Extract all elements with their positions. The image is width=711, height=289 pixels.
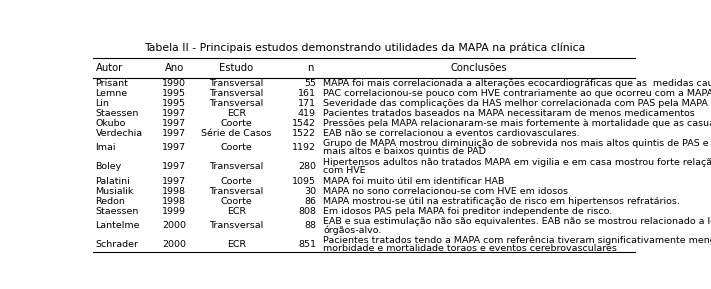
Text: Tabela II - Principais estudos demonstrando utilidades da MAPA na prática clínic: Tabela II - Principais estudos demonstra…: [144, 42, 585, 53]
Text: mais altos e baixos quintis de PAD: mais altos e baixos quintis de PAD: [323, 147, 486, 156]
Text: 1997: 1997: [162, 143, 186, 152]
Text: 55: 55: [304, 79, 316, 88]
Text: Transversal: Transversal: [210, 186, 264, 196]
Text: 1997: 1997: [162, 162, 186, 171]
Text: órgãos-alvo.: órgãos-alvo.: [323, 225, 381, 234]
Text: ECR: ECR: [227, 240, 246, 249]
Text: 1997: 1997: [162, 109, 186, 118]
Text: MAPA no sono correlacionou-se com HVE em idosos: MAPA no sono correlacionou-se com HVE em…: [323, 186, 568, 196]
Text: EAB e sua estimulação não são equivalentes. EAB não se mostrou relacionado a les: EAB e sua estimulação não são equivalent…: [323, 217, 711, 226]
Text: Conclusões: Conclusões: [451, 63, 508, 73]
Text: Pacientes tratados tendo a MAPA com referência tiveram significativamente menos: Pacientes tratados tendo a MAPA com refe…: [323, 236, 711, 245]
Text: Transversal: Transversal: [210, 89, 264, 98]
Text: Estudo: Estudo: [220, 63, 254, 73]
Text: 1990: 1990: [162, 79, 186, 88]
Text: PAC correlacionou-se pouco com HVE contrariamente ao que ocorreu com a MAPA: PAC correlacionou-se pouco com HVE contr…: [323, 89, 711, 98]
Text: 1999: 1999: [162, 207, 186, 216]
Text: Coorte: Coorte: [220, 177, 252, 186]
Text: Série de Casos: Série de Casos: [201, 129, 272, 138]
Text: Lantelme: Lantelme: [95, 221, 140, 230]
Text: Transversal: Transversal: [210, 162, 264, 171]
Text: n: n: [307, 63, 314, 73]
Text: Pressões pela MAPA relacionaram-se mais fortemente à mortalidade que as casuais.: Pressões pela MAPA relacionaram-se mais …: [323, 118, 711, 128]
Text: Prisant: Prisant: [95, 79, 129, 88]
Text: 1192: 1192: [292, 143, 316, 152]
Text: 86: 86: [304, 197, 316, 205]
Text: 851: 851: [298, 240, 316, 249]
Text: 88: 88: [304, 221, 316, 230]
Text: 1995: 1995: [162, 89, 186, 98]
Text: 1542: 1542: [292, 118, 316, 128]
Text: 419: 419: [298, 109, 316, 118]
Text: 171: 171: [298, 99, 316, 108]
Text: com HVE: com HVE: [323, 166, 365, 175]
Text: 2000: 2000: [162, 240, 186, 249]
Text: 1095: 1095: [292, 177, 316, 186]
Text: Verdechia: Verdechia: [95, 129, 143, 138]
Text: 280: 280: [298, 162, 316, 171]
Text: 1997: 1997: [162, 118, 186, 128]
Text: Transversal: Transversal: [210, 221, 264, 230]
Text: Coorte: Coorte: [220, 143, 252, 152]
Text: Ano: Ano: [165, 63, 184, 73]
Text: Boley: Boley: [95, 162, 122, 171]
Text: Okubo: Okubo: [95, 118, 126, 128]
Text: Em idosos PAS pela MAPA foi preditor independente de risco.: Em idosos PAS pela MAPA foi preditor ind…: [323, 207, 612, 216]
Text: Grupo de MAPA mostrou diminuição de sobrevida nos mais altos quintis de PAS e: Grupo de MAPA mostrou diminuição de sobr…: [323, 139, 709, 148]
Text: Coorte: Coorte: [220, 118, 252, 128]
Text: 1995: 1995: [162, 99, 186, 108]
Text: 161: 161: [298, 89, 316, 98]
Text: Staessen: Staessen: [95, 109, 139, 118]
Text: 1997: 1997: [162, 177, 186, 186]
Text: Hipertensos adultos não tratados MAPA em vigilia e em casa mostrou forte relação: Hipertensos adultos não tratados MAPA em…: [323, 158, 711, 167]
Text: Musialik: Musialik: [95, 186, 134, 196]
Text: Autor: Autor: [95, 63, 123, 73]
Text: Palatini: Palatini: [95, 177, 130, 186]
Text: EAB não se correlacionou a eventos cardiovasculares.: EAB não se correlacionou a eventos cardi…: [323, 129, 579, 138]
Text: Redon: Redon: [95, 197, 125, 205]
Text: 30: 30: [304, 186, 316, 196]
Text: MAPA foi muito útil em identificar HAB: MAPA foi muito útil em identificar HAB: [323, 177, 504, 186]
Text: 1998: 1998: [162, 186, 186, 196]
Text: Transversal: Transversal: [210, 79, 264, 88]
Text: 1997: 1997: [162, 129, 186, 138]
Text: ECR: ECR: [227, 109, 246, 118]
Text: 2000: 2000: [162, 221, 186, 230]
Text: Transversal: Transversal: [210, 99, 264, 108]
Text: 1998: 1998: [162, 197, 186, 205]
Text: MAPA mostrou-se útil na estratificação de risco em hipertensos refratários.: MAPA mostrou-se útil na estratificação d…: [323, 197, 680, 205]
Text: morbidade e mortalidade toraos e eventos cerebrovasculares: morbidade e mortalidade toraos e eventos…: [323, 244, 617, 253]
Text: MAPA foi mais correlacionada a alterações ecocardiográficas que as  medidas caus: MAPA foi mais correlacionada a alteraçõe…: [323, 79, 711, 88]
Text: ECR: ECR: [227, 207, 246, 216]
Text: 808: 808: [298, 207, 316, 216]
Text: Imai: Imai: [95, 143, 116, 152]
Text: Lin: Lin: [95, 99, 109, 108]
Text: Coorte: Coorte: [220, 197, 252, 205]
Text: Staessen: Staessen: [95, 207, 139, 216]
Text: Schrader: Schrader: [95, 240, 139, 249]
Text: Lemne: Lemne: [95, 89, 127, 98]
Text: Severidade das complicações da HAS melhor correlacionada com PAS pela MAPA: Severidade das complicações da HAS melho…: [323, 99, 708, 108]
Text: Pacientes tratados baseados na MAPA necessitaram de menos medicamentos: Pacientes tratados baseados na MAPA nece…: [323, 109, 695, 118]
Text: 1522: 1522: [292, 129, 316, 138]
